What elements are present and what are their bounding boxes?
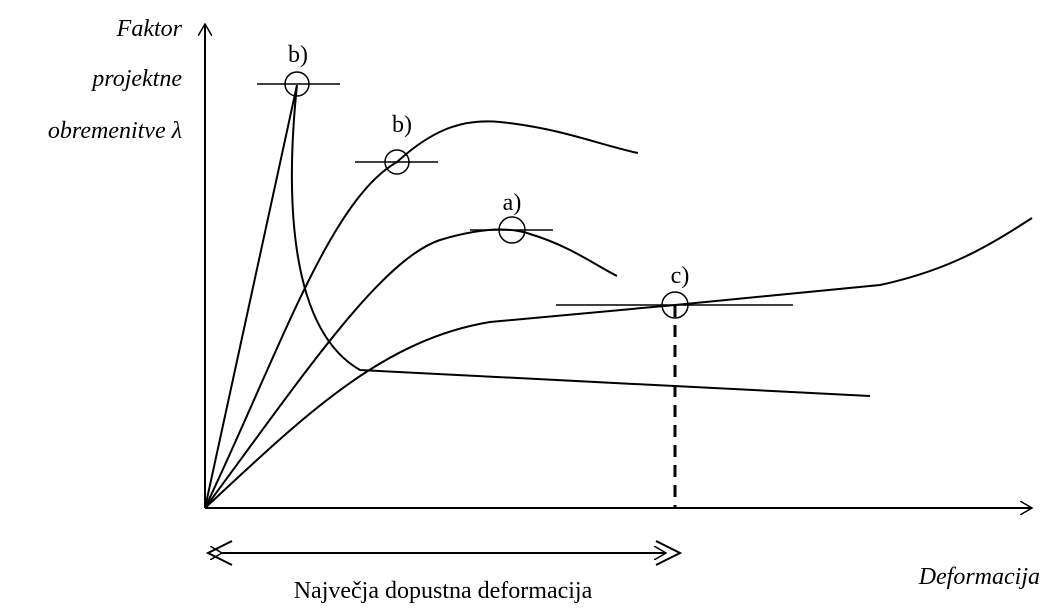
- y-label-line: obremenitve λ: [48, 118, 182, 144]
- range-arrow-left: [205, 540, 233, 566]
- curve-a: [204, 228, 618, 509]
- marker-a: [470, 216, 553, 244]
- curve-b1: [204, 84, 871, 509]
- annotation: a): [503, 190, 522, 216]
- annotation: c): [671, 263, 690, 289]
- range-arrow-right: [655, 540, 683, 566]
- y-label-line: Faktor: [116, 16, 183, 42]
- annotation: b): [392, 112, 412, 138]
- curve-c: [204, 217, 1033, 509]
- marker-b2: [355, 149, 438, 175]
- x-axis-label: Deformacija: [918, 564, 1040, 590]
- range-label: Največja dopustna deformacija: [294, 578, 593, 604]
- marker-b1: [257, 71, 340, 97]
- y-label-line: projektne: [90, 66, 182, 92]
- annotation: b): [288, 42, 308, 68]
